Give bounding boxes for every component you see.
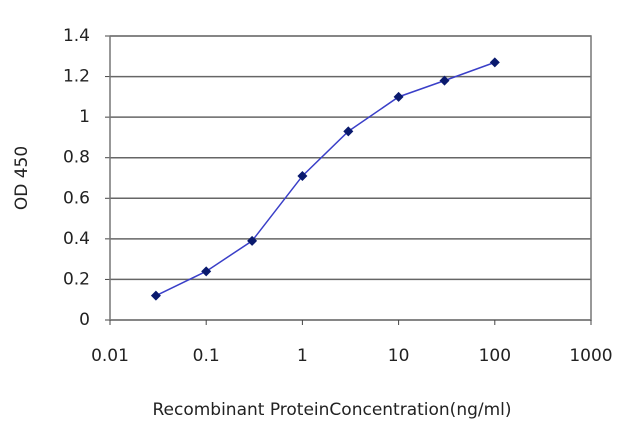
x-tick-label: 0.1 [193, 346, 220, 366]
y-axis-label: OD 450 [12, 146, 32, 210]
y-tick-label: 1.4 [63, 26, 90, 46]
plot-border [109, 35, 592, 321]
x-tick-label: 100 [479, 346, 511, 366]
data-point [297, 170, 308, 181]
data-point [247, 235, 258, 246]
data-point [343, 126, 354, 137]
data-line [155, 61, 496, 297]
x-axis-label: Recombinant ProteinConcentration(ng/ml) [152, 400, 511, 420]
data-point [150, 290, 161, 301]
y-tick-label: 1 [79, 107, 90, 127]
data-point [393, 91, 404, 102]
y-tick-label: 0.4 [63, 229, 90, 249]
x-tick-label: 0.01 [91, 346, 129, 366]
x-tick-label: 10 [388, 346, 410, 366]
y-tick-label: 0.8 [63, 148, 90, 168]
y-tick-label: 0.6 [63, 188, 90, 208]
y-tick-label: 1.2 [63, 67, 90, 87]
data-point [439, 75, 450, 86]
y-tick-label: 0 [79, 310, 90, 330]
x-tick-label: 1000 [569, 346, 612, 366]
data-point [489, 57, 500, 68]
data-point [201, 266, 212, 277]
y-tick-label: 0.2 [63, 269, 90, 289]
x-tick-label: 1 [297, 346, 308, 366]
